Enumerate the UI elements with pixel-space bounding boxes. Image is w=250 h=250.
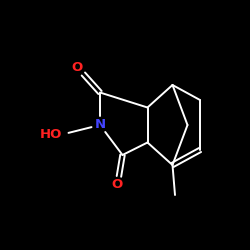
Text: O: O	[72, 61, 83, 74]
Text: O: O	[112, 178, 123, 192]
Text: N: N	[94, 118, 106, 132]
Text: HO: HO	[40, 128, 62, 141]
